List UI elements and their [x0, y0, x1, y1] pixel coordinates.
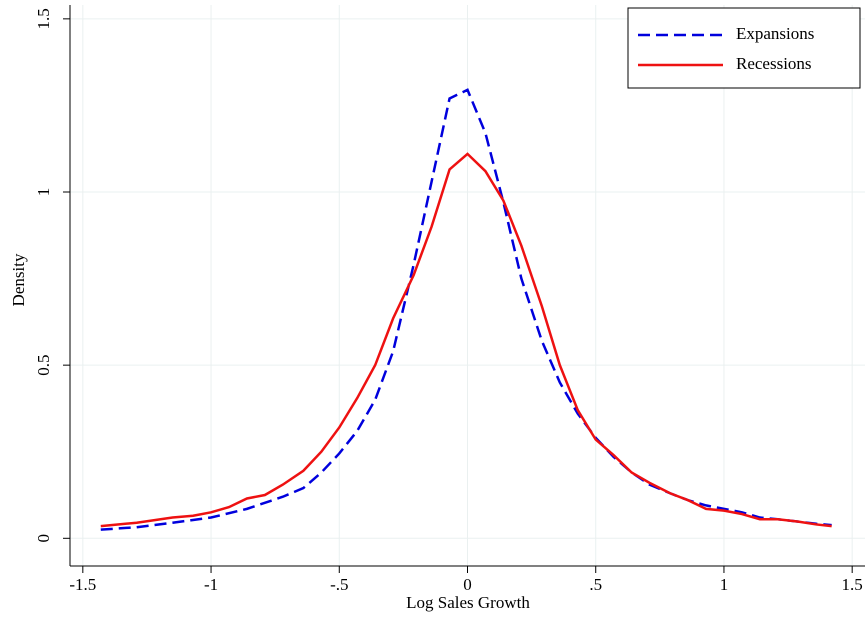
y-axis-label: Density: [9, 253, 28, 306]
legend-label: Recessions: [736, 54, 812, 73]
x-tick-label: -.5: [330, 575, 348, 594]
x-tick-label: -1.5: [69, 575, 96, 594]
legend-label: Expansions: [736, 24, 814, 43]
x-tick-label: 1: [720, 575, 729, 594]
y-tick-label: 0.5: [34, 355, 53, 376]
x-axis-label: Log Sales Growth: [406, 593, 530, 612]
legend-box: [627, 7, 861, 89]
y-tick-label: 0: [34, 534, 53, 543]
y-tick-label: 1.5: [34, 8, 53, 29]
x-tick-label: .5: [589, 575, 602, 594]
y-tick-label: 1: [34, 188, 53, 197]
x-tick-label: 1.5: [842, 575, 863, 594]
series-line: [100, 88, 832, 531]
x-tick-label: -1: [204, 575, 218, 594]
x-tick-label: 0: [463, 575, 472, 594]
series-line: [100, 152, 832, 528]
